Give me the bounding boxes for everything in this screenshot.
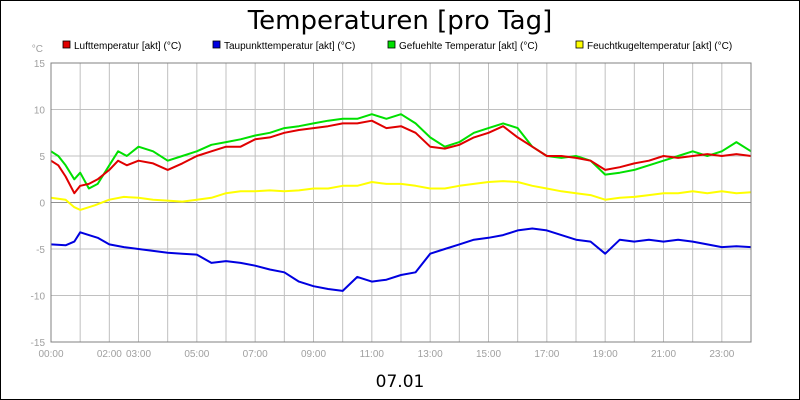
x-tick-label: 09:00 [301, 349, 326, 360]
x-tick-label: 23:00 [709, 349, 734, 360]
x-axis-ticks: 00:00 02:00 03:00 05:00 07:00 09:00 11:00 13:00… [38, 349, 734, 360]
legend: Lufttemperatur [akt] (°C) Taupunkttempera… [62, 40, 732, 52]
legend-swatch [212, 40, 221, 49]
y-axis-unit: °C [32, 44, 43, 55]
series-line-1 [50, 119, 752, 195]
x-tick-label: 21:00 [651, 349, 676, 360]
x-tick-label: 17:00 [534, 349, 559, 360]
series-line-3 [50, 113, 752, 190]
y-tick-label: -10 [31, 292, 46, 303]
legend-swatch [387, 40, 396, 49]
x-tick-label: 05:00 [184, 349, 209, 360]
grid [51, 62, 751, 343]
y-tick-label: 10 [34, 106, 46, 117]
y-tick-label: 0 [39, 199, 45, 210]
series-lines [50, 113, 752, 292]
legend-label: Feuchtkugeltemperatur [akt] (°C) [587, 41, 732, 52]
chart-subtitle-date: 07.01 [376, 372, 425, 392]
plot-border [50, 62, 752, 343]
y-tick-label: 15 [34, 59, 46, 70]
y-tick-label: 5 [39, 152, 45, 163]
y-axis-ticks: 15 10 5 0 -5 -10 -15 [31, 59, 46, 349]
legend-label: Lufttemperatur [akt] (°C) [74, 41, 181, 52]
x-tick-label: 02:00 [97, 349, 122, 360]
x-tick-label: 13:00 [418, 349, 443, 360]
x-tick-label: 19:00 [593, 349, 618, 360]
x-tick-label: 00:00 [38, 349, 63, 360]
legend-label: Gefuehlte Temperatur [akt] (°C) [399, 41, 538, 52]
y-tick-label: -5 [36, 245, 45, 256]
legend-label: Taupunkttemperatur [akt] (°C) [224, 41, 355, 52]
x-tick-label: 11:00 [360, 349, 385, 360]
y-tick-label: -15 [31, 338, 46, 349]
series-line-2 [50, 227, 752, 292]
chart-title: Temperaturen [pro Tag] [247, 6, 553, 36]
x-tick-label: 03:00 [126, 349, 151, 360]
x-tick-label: 15:00 [476, 349, 501, 360]
legend-swatch [575, 40, 584, 49]
x-tick-label: 07:00 [243, 349, 268, 360]
legend-swatch [62, 40, 71, 49]
series-line-4 [50, 180, 752, 211]
